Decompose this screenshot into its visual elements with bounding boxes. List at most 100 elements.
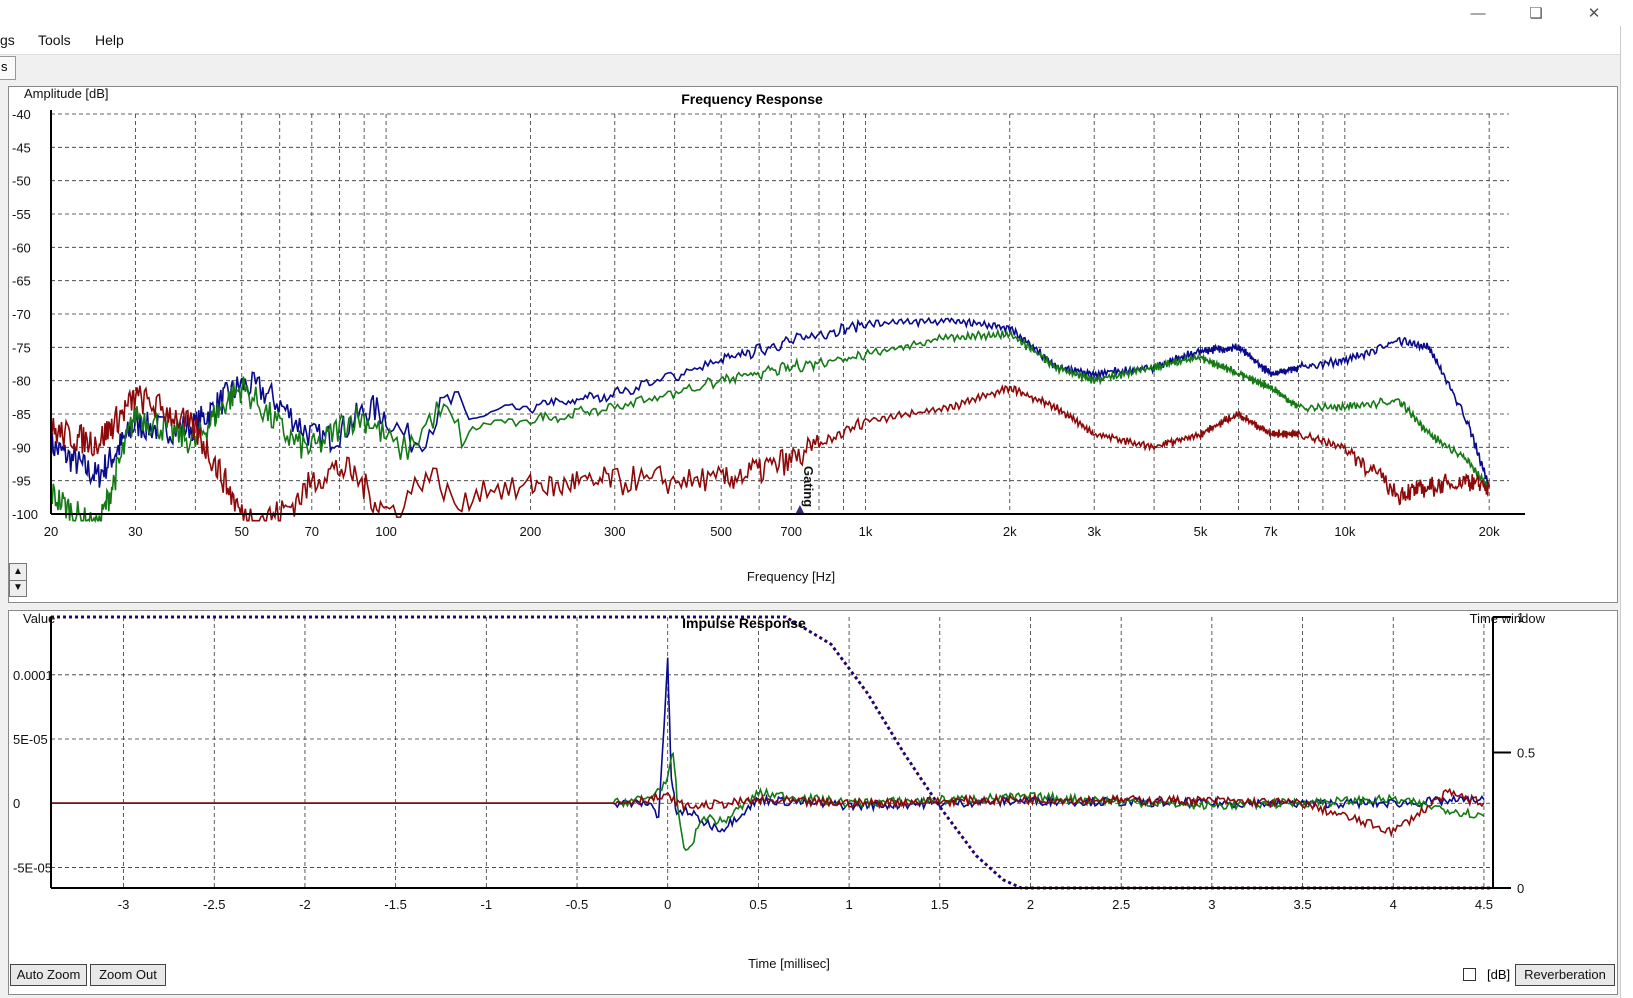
frequency-x-tick-label: 100 bbox=[375, 524, 397, 539]
impulse-y2-axis-label: Time window bbox=[1470, 611, 1546, 626]
impulse-grid bbox=[51, 617, 1493, 888]
frequency-series-red bbox=[50, 384, 1490, 522]
frequency-response-panel: Frequency Response Amplitude [dB] Freque… bbox=[8, 86, 1618, 603]
frequency-y-tick-label: -45 bbox=[12, 140, 31, 155]
gating-marker[interactable]: Gating bbox=[795, 466, 816, 513]
impulse-x-tick-label: 2.5 bbox=[1112, 897, 1130, 912]
frequency-x-tick-label: 200 bbox=[520, 524, 542, 539]
auto-zoom-button[interactable]: Auto Zoom bbox=[10, 964, 87, 986]
window-right-edge bbox=[1620, 26, 1633, 998]
frequency-y-tick-label: -55 bbox=[12, 207, 31, 222]
frequency-axes bbox=[50, 110, 1525, 515]
impulse-x-tick-label: 1.5 bbox=[931, 897, 949, 912]
frequency-x-axis-label: Frequency [Hz] bbox=[747, 569, 835, 584]
frequency-y-tick-label: -70 bbox=[12, 307, 31, 322]
impulse-x-tick-label: -1.5 bbox=[384, 897, 406, 912]
frequency-y-tick-label: -40 bbox=[12, 107, 31, 122]
impulse-response-chart[interactable]: Impulse Response Value Time window Time … bbox=[9, 611, 1617, 994]
db-checkbox[interactable] bbox=[1463, 968, 1476, 981]
frequency-x-tick-label: 20k bbox=[1479, 524, 1500, 539]
impulse-y2-tick-label: 0.5 bbox=[1517, 746, 1535, 761]
frequency-y-tick-label: -75 bbox=[12, 340, 31, 355]
frequency-series-green bbox=[50, 327, 1490, 524]
frequency-y-tick-label: -95 bbox=[12, 474, 31, 489]
frequency-x-tick-label: 20 bbox=[44, 524, 58, 539]
impulse-y2-ticks: 10.50 bbox=[1493, 611, 1535, 896]
close-button[interactable]: ✕ bbox=[1566, 0, 1622, 26]
frequency-y-tick-label: -85 bbox=[12, 407, 31, 422]
impulse-y-tick-label: 5E-05 bbox=[13, 732, 48, 747]
impulse-x-tick-label: -1 bbox=[481, 897, 493, 912]
window-titlebar: — ❏ ✕ bbox=[0, 0, 1633, 26]
spin-up-icon[interactable]: ▲ bbox=[10, 564, 26, 581]
impulse-y-tick-label: 0 bbox=[13, 796, 20, 811]
menu-item-tools[interactable]: Tools bbox=[38, 32, 71, 48]
tab-active[interactable]: s bbox=[0, 56, 16, 80]
impulse-x-tick-label: 2 bbox=[1027, 897, 1034, 912]
impulse-axes bbox=[50, 617, 1503, 889]
impulse-y-tick-label: -5E-05 bbox=[13, 860, 52, 875]
frequency-response-chart[interactable]: Frequency Response Amplitude [dB] Freque… bbox=[9, 87, 1617, 602]
impulse-x-tick-label: 0 bbox=[664, 897, 671, 912]
tab-strip: s bbox=[0, 55, 1633, 81]
impulse-x-tick-label: -2.5 bbox=[203, 897, 225, 912]
menu-bar: gs Tools Help bbox=[0, 26, 1633, 55]
close-icon: ✕ bbox=[1587, 5, 1601, 22]
impulse-x-tick-label: -3 bbox=[118, 897, 130, 912]
impulse-x-ticks: -3 -2.5 -2 -1.5 -1 -0.5 0 0.5 1 1.5 2 2.5 3 3.5 4 4.5 bbox=[118, 897, 1493, 912]
impulse-series-red bbox=[51, 787, 1485, 838]
frequency-grid bbox=[50, 113, 1509, 515]
frequency-x-tick-label: 700 bbox=[780, 524, 802, 539]
menu-item-help[interactable]: Help bbox=[95, 32, 124, 48]
impulse-x-tick-label: 1 bbox=[845, 897, 852, 912]
frequency-y-tick-label: -80 bbox=[12, 374, 31, 389]
db-checkbox-label: [dB] bbox=[1487, 967, 1511, 982]
frequency-y-ticks: -40 -45 -50 -55 -60 -65 -70 -75 -80 -85 -90 -95 -100 bbox=[12, 107, 38, 522]
frequency-y-tick-label: -100 bbox=[12, 507, 38, 522]
minimize-icon: — bbox=[1470, 4, 1486, 22]
frequency-x-tick-label: 2k bbox=[1003, 524, 1017, 539]
frequency-x-tick-label: 70 bbox=[305, 524, 319, 539]
frequency-y-tick-label: -60 bbox=[12, 240, 31, 255]
frequency-x-ticks: 20 30 50 70 100 200 300 500 700 1k 2k 3k 5k 7k 10k 20k bbox=[44, 524, 1500, 539]
impulse-series bbox=[51, 615, 1493, 890]
gating-marker-arrow bbox=[795, 505, 804, 513]
frequency-x-tick-label: 10k bbox=[1334, 524, 1355, 539]
impulse-y2-tick-label: 1 bbox=[1517, 611, 1524, 625]
frequency-series-blue bbox=[50, 316, 1490, 488]
amplitude-range-spinner[interactable]: ▲ ▼ bbox=[9, 563, 27, 597]
frequency-y-axis-label: Amplitude [dB] bbox=[24, 87, 109, 101]
impulse-x-tick-label: 4 bbox=[1390, 897, 1397, 912]
impulse-x-tick-label: -0.5 bbox=[566, 897, 588, 912]
impulse-x-axis-label: Time [millisec] bbox=[748, 956, 830, 971]
minimize-button[interactable]: — bbox=[1450, 0, 1506, 26]
frequency-x-tick-label: 5k bbox=[1194, 524, 1208, 539]
impulse-chart-title: Impulse Response bbox=[682, 615, 806, 631]
frequency-x-tick-label: 7k bbox=[1264, 524, 1278, 539]
restore-icon: ❏ bbox=[1529, 5, 1543, 22]
frequency-series bbox=[50, 316, 1490, 524]
frequency-y-tick-label: -50 bbox=[12, 174, 31, 189]
frequency-x-tick-label: 50 bbox=[235, 524, 249, 539]
frequency-x-tick-label: 3k bbox=[1087, 524, 1101, 539]
reverberation-button[interactable]: Reverberation bbox=[1515, 964, 1615, 986]
time-window-curve bbox=[51, 615, 1493, 890]
frequency-x-tick-label: 300 bbox=[604, 524, 626, 539]
spin-down-icon[interactable]: ▼ bbox=[13, 582, 23, 593]
frequency-chart-title: Frequency Response bbox=[681, 91, 823, 107]
impulse-y2-tick-label: 0 bbox=[1517, 881, 1524, 896]
impulse-x-tick-label: 0.5 bbox=[749, 897, 767, 912]
frequency-y-tick-label: -90 bbox=[12, 440, 31, 455]
menu-item-settings[interactable]: gs bbox=[0, 32, 15, 48]
impulse-response-panel: Impulse Response Value Time window Time … bbox=[8, 610, 1618, 995]
impulse-x-tick-label: 4.5 bbox=[1475, 897, 1493, 912]
impulse-y-ticks: 0.0001 5E-05 0 -5E-05 bbox=[13, 668, 53, 876]
time-window-curve-shadow bbox=[51, 615, 1493, 890]
frequency-x-tick-label: 500 bbox=[710, 524, 732, 539]
impulse-x-tick-label: 3 bbox=[1208, 897, 1215, 912]
frequency-y-tick-label: -65 bbox=[12, 274, 31, 289]
impulse-x-tick-label: 3.5 bbox=[1294, 897, 1312, 912]
restore-button[interactable]: ❏ bbox=[1508, 0, 1564, 26]
impulse-y-tick-label: 0.0001 bbox=[13, 668, 53, 683]
zoom-out-button[interactable]: Zoom Out bbox=[90, 964, 166, 986]
